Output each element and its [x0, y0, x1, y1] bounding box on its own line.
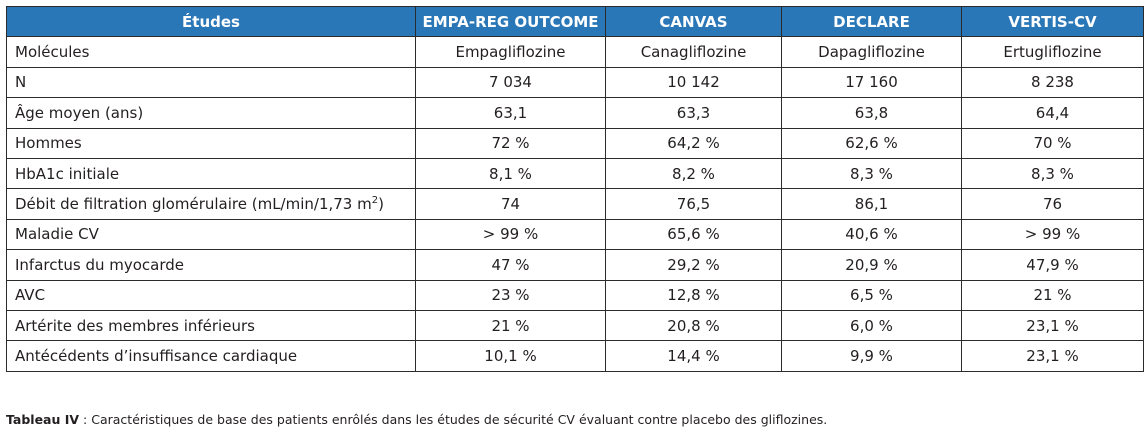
baseline-characteristics-table: Études EMPA-REG OUTCOME CANVAS DECLARE V…	[6, 5, 1144, 372]
table-cell: 70 %	[961, 127, 1144, 159]
table-cell: 62,6 %	[781, 127, 962, 159]
table-cell: 63,8	[781, 97, 962, 129]
row-label: Débit de filtration glomérulaire (mL/min…	[6, 188, 416, 220]
row-label-suffix: )	[378, 195, 384, 214]
table-cell: 10,1 %	[415, 340, 606, 372]
column-header: EMPA-REG OUTCOME	[415, 5, 606, 38]
table-cell: Canagliflozine	[605, 36, 782, 68]
table-cell: Empagliflozine	[415, 36, 606, 68]
table-cell: 12,8 %	[605, 279, 782, 311]
table-cell: Ertugliflozine	[961, 36, 1144, 68]
superscript: 2	[371, 195, 379, 207]
table-cell: 8,2 %	[605, 157, 782, 190]
caption-label: Tableau IV	[6, 412, 80, 427]
table-cell: 76,5	[605, 188, 782, 220]
table-cell: 47,9 %	[961, 249, 1144, 281]
column-header: DECLARE	[781, 5, 962, 38]
table-cell: 23,1 %	[961, 309, 1144, 342]
table-row: AVC 23 % 12,8 % 6,5 % 21 %	[6, 279, 1144, 311]
table-cell: 72 %	[415, 127, 606, 159]
table-row: Hommes 72 % 64,2 % 62,6 % 70 %	[6, 127, 1144, 159]
table-cell: 6,0 %	[781, 309, 962, 342]
row-label: Maladie CV	[6, 218, 416, 251]
table-cell: 9,9 %	[781, 340, 962, 372]
row-label: AVC	[6, 279, 416, 311]
table-cell: 10 142	[605, 66, 782, 99]
column-header: CANVAS	[605, 5, 782, 38]
table-cell: 17 160	[781, 66, 962, 99]
table-cell: 65,6 %	[605, 218, 782, 251]
table-cell: 8,3 %	[961, 157, 1144, 190]
row-label: Âge moyen (ans)	[6, 97, 416, 129]
table-cell: 29,2 %	[605, 249, 782, 281]
table-row: N 7 034 10 142 17 160 8 238	[6, 66, 1144, 99]
table-cell: 64,2 %	[605, 127, 782, 159]
table-header-row: Études EMPA-REG OUTCOME CANVAS DECLARE V…	[6, 5, 1144, 38]
table-cell: 64,4	[961, 97, 1144, 129]
row-label: Antécédents d’insuffisance cardiaque	[6, 340, 416, 372]
table-cell: 8 238	[961, 66, 1144, 99]
table-cell: > 99 %	[961, 218, 1144, 251]
table-cell: 47 %	[415, 249, 606, 281]
table-cell: 14,4 %	[605, 340, 782, 372]
table-cell: 21 %	[415, 309, 606, 342]
table-cell: Dapagliflozine	[781, 36, 962, 68]
table-row: HbA1c initiale 8,1 % 8,2 % 8,3 % 8,3 %	[6, 157, 1144, 190]
table-cell: 23,1 %	[961, 340, 1144, 372]
table-cell: 63,1	[415, 97, 606, 129]
table-cell: 40,6 %	[781, 218, 962, 251]
table-cell: 20,8 %	[605, 309, 782, 342]
table-row: Infarctus du myocarde 47 % 29,2 % 20,9 %…	[6, 249, 1144, 281]
table-cell: 7 034	[415, 66, 606, 99]
table-cell: 23 %	[415, 279, 606, 311]
column-header: Études	[6, 5, 416, 38]
row-label: N	[6, 66, 416, 99]
row-label: Artérite des membres inférieurs	[6, 309, 416, 342]
row-label: HbA1c initiale	[6, 157, 416, 190]
table-row: Antécédents d’insuffisance cardiaque 10,…	[6, 340, 1144, 372]
row-label-text: Débit de filtration glomérulaire (mL/min…	[15, 195, 372, 214]
table-row: Âge moyen (ans) 63,1 63,3 63,8 64,4	[6, 97, 1144, 129]
column-header: VERTIS-CV	[961, 5, 1144, 38]
table-row: Molécules Empagliflozine Canagliflozine …	[6, 36, 1144, 68]
table-cell: 63,3	[605, 97, 782, 129]
table-row: Artérite des membres inférieurs 21 % 20,…	[6, 309, 1144, 342]
table-cell: 21 %	[961, 279, 1144, 311]
table-row: Maladie CV > 99 % 65,6 % 40,6 % > 99 %	[6, 218, 1144, 251]
table-row: Débit de filtration glomérulaire (mL/min…	[6, 188, 1144, 220]
row-label: Infarctus du myocarde	[6, 249, 416, 281]
table-cell: 6,5 %	[781, 279, 962, 311]
table-cell: 74	[415, 188, 606, 220]
table-cell: 8,3 %	[781, 157, 962, 190]
table-cell: 8,1 %	[415, 157, 606, 190]
table-caption: Tableau IV : Caractéristiques de base de…	[6, 412, 827, 427]
row-label: Hommes	[6, 127, 416, 159]
table-cell: > 99 %	[415, 218, 606, 251]
caption-text: : Caractéristiques de base des patients …	[79, 412, 828, 427]
row-label: Molécules	[6, 36, 416, 68]
table-cell: 20,9 %	[781, 249, 962, 281]
table-cell: 86,1	[781, 188, 962, 220]
table-cell: 76	[961, 188, 1144, 220]
